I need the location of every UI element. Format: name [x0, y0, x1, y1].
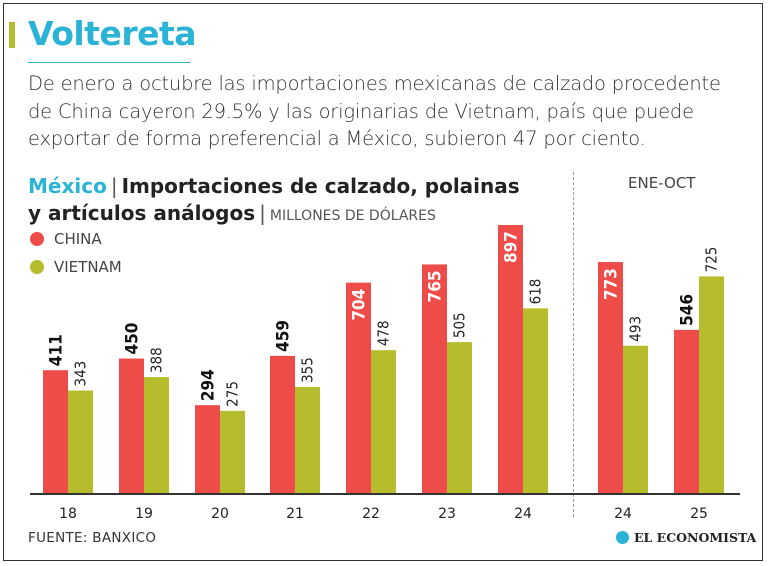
bar-china-8 [674, 329, 699, 493]
label-china-5: 765 [426, 271, 446, 303]
label-vietnam-7: 493 [627, 316, 645, 342]
x-tick-label-3: 21 [286, 506, 304, 522]
bar-vietnam-0 [68, 390, 93, 493]
label-china-7: 773 [602, 268, 622, 300]
chart-units: MILLONES DE DÓLARES [269, 208, 436, 224]
bar-vietnam-6 [523, 308, 548, 493]
legend-china-dot [30, 232, 44, 246]
label-vietnam-3: 355 [299, 357, 317, 383]
chart-heading-line1: México | Importaciones de calzado, polaina… [28, 174, 520, 198]
x-tick-label-8: 25 [690, 506, 708, 522]
bar-china-6 [498, 225, 523, 493]
legend-china: CHINA [30, 230, 102, 248]
units-separator: | [259, 201, 266, 225]
bar-vietnam-3 [295, 386, 320, 493]
label-vietnam-0: 343 [72, 361, 90, 387]
brand-badge-icon [616, 531, 629, 544]
chart-heading-line2: y artículos análogos | MILLONES DE DÓLARES [28, 201, 436, 225]
bar-china-5 [422, 264, 447, 493]
bar-china-3 [270, 355, 295, 493]
x-tick-label-5: 23 [438, 506, 456, 522]
label-china-4: 704 [350, 289, 370, 321]
legend-vietnam: VIETNAM [30, 258, 122, 276]
x-axis-line [30, 493, 740, 495]
x-tick-label-2: 20 [211, 506, 229, 522]
period-divider [573, 172, 574, 517]
title-underline [28, 62, 190, 63]
bar-vietnam-7 [623, 345, 648, 493]
label-china-8: 546 [678, 294, 698, 326]
brand-logo: EL ECONOMISTA [616, 530, 756, 545]
chart-title-line1: Importaciones de calzado, polainas [121, 174, 520, 198]
x-tick-label-0: 18 [59, 506, 77, 522]
label-china-3: 459 [274, 320, 294, 352]
label-vietnam-8: 725 [703, 247, 721, 273]
label-china-0: 411 [47, 334, 67, 366]
page-title: Voltereta [28, 14, 197, 53]
bar-vietnam-1 [144, 377, 169, 493]
title-accent-bar [9, 22, 15, 48]
bar-vietnam-2 [220, 410, 245, 493]
label-vietnam-5: 505 [451, 312, 469, 338]
chart-country: México [28, 174, 107, 198]
x-tick-label-1: 19 [135, 506, 153, 522]
x-tick-label-7: 24 [614, 506, 632, 522]
x-tick-label-4: 22 [362, 506, 380, 522]
source-note: FUENTE: BANXICO [28, 530, 157, 546]
legend-vietnam-label: VIETNAM [54, 258, 122, 276]
bar-china-2 [195, 405, 220, 493]
period-label: ENE-OCT [628, 174, 696, 192]
bar-china-0 [43, 370, 68, 493]
label-vietnam-6: 618 [527, 279, 545, 305]
chart-title-line2: y artículos análogos [28, 201, 256, 225]
label-vietnam-2: 275 [224, 381, 242, 407]
bar-china-4 [346, 282, 371, 493]
label-vietnam-1: 388 [148, 347, 166, 373]
subtitle: De enero a octubre las importaciones mex… [28, 72, 721, 150]
x-tick-label-6: 24 [514, 506, 532, 522]
label-china-2: 294 [199, 369, 219, 401]
label-china-6: 897 [502, 231, 522, 263]
bar-china-1 [119, 358, 144, 493]
legend-vietnam-dot [30, 260, 44, 274]
legend-china-label: CHINA [54, 230, 102, 248]
bar-china-7 [598, 262, 623, 493]
bar-vietnam-8 [699, 276, 724, 493]
heading-separator: | [110, 174, 118, 198]
bar-vietnam-5 [447, 342, 472, 493]
label-china-1: 450 [123, 323, 143, 355]
brand-name: EL ECONOMISTA [634, 530, 757, 545]
bar-vietnam-4 [371, 350, 396, 493]
label-vietnam-4: 478 [375, 320, 393, 346]
